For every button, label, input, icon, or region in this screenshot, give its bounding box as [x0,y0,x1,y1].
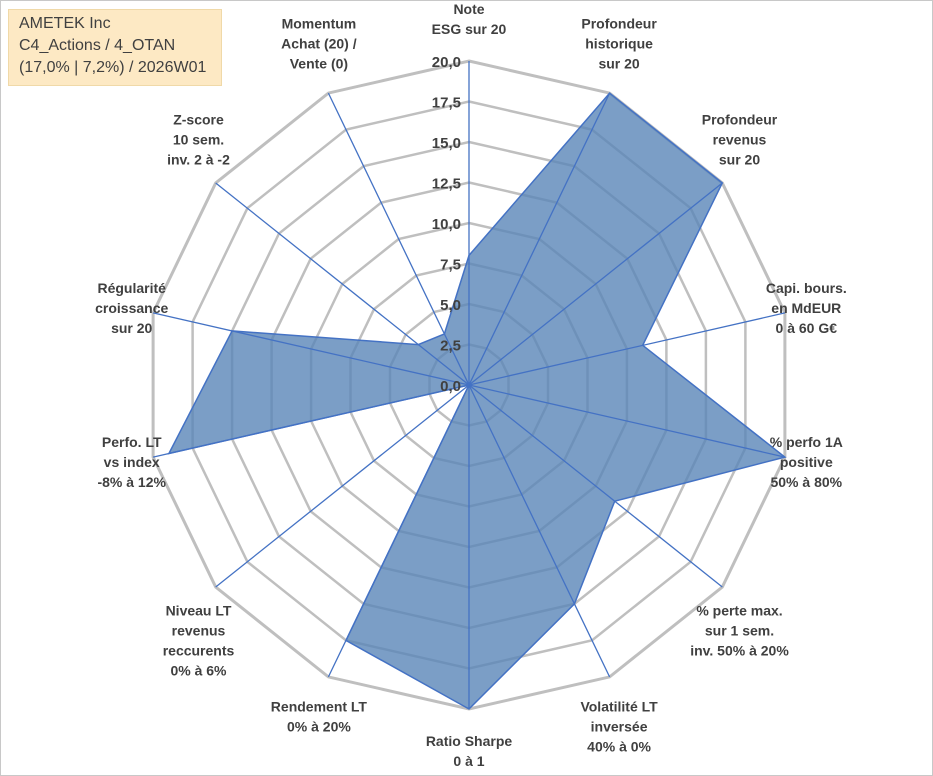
spoke-1 [468,92,611,386]
axis-label-line: Capi. bours. [766,280,847,296]
axis-label-line: revenus [713,131,767,147]
info-box: AMETEK Inc C4_Actions / 4_OTAN (17,0% | … [8,9,222,86]
spoke-10 [152,384,470,458]
tick-label: 12,5 [432,176,461,193]
axis-label-line: 50% à 80% [770,474,842,490]
axis-label-line: sur 20 [719,151,760,167]
axis-label-line: Niveau LT [166,603,232,619]
spoke-4 [468,384,786,458]
axis-label-line: Ratio Sharpe [426,733,513,749]
axis-label-10: Perfo. LT vs index -8% à 12% [97,434,166,490]
axis-label-line: Achat (20) / [281,35,357,51]
axis-label-line: Note [453,1,484,17]
spoke-11 [152,312,470,386]
spoke-6 [468,384,611,678]
axis-label-line: Régularité [97,280,166,296]
spoke-5 [468,384,723,588]
axis-label-line: % perfo 1A [770,434,843,450]
axis-label-6: Volatilité LT inversée 40% à 0% [580,699,658,755]
axis-label-line: Vente (0) [290,55,348,71]
axis-label-line: 40% à 0% [587,739,651,755]
axis-label-line: 0 à 1 [453,753,484,769]
axis-label-7: Ratio Sharpe 0 à 1 [426,733,513,769]
axis-label-5: % perte max. sur 1 sem. inv. 50% à 20% [690,603,789,659]
axis-label-line: reccurents [163,643,235,659]
axis-label-line: 0 à 60 G€ [776,320,838,336]
axis-label-line: 10 sem. [173,131,224,147]
radial-tick-labels: 0,0 2,5 5,0 7,5 10,0 12,5 15,0 17,5 20,0 [432,54,461,395]
spoke-12 [215,182,470,386]
axis-label-4: % perfo 1A positive 50% à 80% [770,434,843,490]
axis-label-line: sur 1 sem. [705,623,774,639]
axis-label-line: Z-score [173,111,224,127]
axis-label-3: Capi. bours. en MdEUR 0 à 60 G€ [766,280,847,336]
axis-label-0: Note ESG sur 20 [432,1,507,37]
axis-label-line: Volatilité LT [580,699,658,715]
axis-label-line: sur 20 [111,320,152,336]
axis-label-line: % perte max. [696,603,782,619]
performance-week: (17,0% | 7,2%) / 2026W01 [19,59,207,76]
spoke-2 [468,182,723,386]
axis-label-line: inv. 50% à 20% [690,643,789,659]
axis-label-line: Momentum [282,15,357,31]
axis-label-line: Profondeur [702,111,778,127]
tick-label: 10,0 [432,216,461,233]
axis-label-line: Profondeur [581,15,657,31]
spoke-13 [327,92,470,386]
axis-label-line: inv. 2 à -2 [167,151,230,167]
portfolio-path: C4_Actions / 4_OTAN [19,37,176,54]
axis-label-2: Profondeur revenus sur 20 [702,111,778,167]
axis-label-line: 0% à 20% [287,719,351,735]
axis-label-line: vs index [104,454,160,470]
tick-label: 7,5 [440,257,461,274]
axis-label-line: inversée [591,719,648,735]
company-name: AMETEK Inc [19,15,111,32]
axis-label-line: 0% à 6% [170,663,227,679]
axis-label-line: en MdEUR [771,300,841,316]
axis-label-line: ESG sur 20 [432,21,507,37]
axis-label-9: Niveau LT revenus reccurents 0% à 6% [163,603,235,679]
axis-label-line: sur 20 [598,55,639,71]
tick-label: 20,0 [432,54,461,71]
tick-label: 17,5 [432,95,461,112]
spoke-9 [215,384,470,588]
spoke-3 [468,312,786,386]
axis-label-line: Perfo. LT [102,434,162,450]
tick-label: 5,0 [440,297,461,314]
axis-label-8: Rendement LT 0% à 20% [271,699,368,735]
axis-label-line: Rendement LT [271,699,368,715]
axis-label-line: positive [780,454,833,470]
radar-spokes [152,61,786,709]
axis-label-11: Régularité croissance sur 20 [95,280,168,336]
tick-label: 2,5 [440,338,461,355]
tick-label: 0,0 [440,378,461,395]
axis-label-line: -8% à 12% [97,474,166,490]
axis-label-12: Z-score 10 sem. inv. 2 à -2 [167,111,230,167]
tick-label: 15,0 [432,135,461,152]
axis-label-1: Profondeur historique sur 20 [581,15,657,71]
axis-label-line: historique [585,35,653,51]
axis-label-line: revenus [172,623,226,639]
axis-label-line: croissance [95,300,168,316]
axis-labels: Note ESG sur 20 Profondeur historique sur 20… [95,1,847,769]
axis-label-13: Momentum Achat (20) / Vente (0) [281,15,357,71]
spoke-8 [327,384,470,678]
